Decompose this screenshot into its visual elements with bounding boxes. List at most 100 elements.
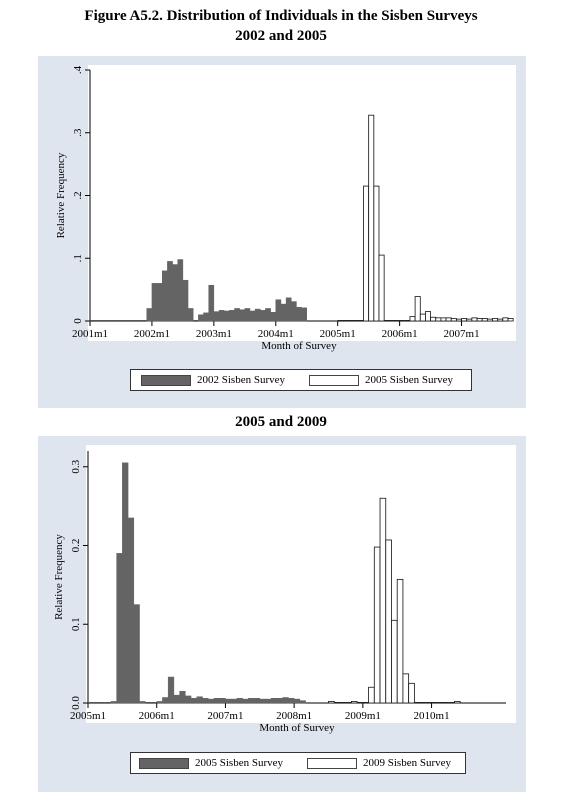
bar-hollow (445, 317, 452, 322)
bar-filled (276, 698, 283, 704)
chart-panel-2: 0.0 0.1 0.2 0.3 2005m1 2006m1 2007m1 2008m1 2009… (38, 436, 526, 792)
x-tick-label: 2005m1 (320, 328, 356, 340)
bar-filled (185, 695, 192, 704)
chart-1: 0 .1 .2 .3 .4 2001m1 2002m1 2003m1 2004m1 2005m1 2… (55, 65, 514, 352)
bar-filled (296, 306, 302, 322)
bar-hollow (425, 311, 431, 322)
x-tick-label: 2005m1 (70, 710, 106, 722)
bar-filled (260, 310, 266, 322)
bar-filled (270, 311, 277, 322)
x-axis-title: Month of Survey (261, 340, 337, 352)
bar-filled (265, 308, 271, 322)
bar-filled (248, 698, 255, 704)
bar-hollow (455, 318, 462, 322)
y-tick-label: 0.2 (70, 539, 82, 553)
bar-hollow (363, 185, 370, 322)
bar-filled (151, 283, 158, 322)
bar-filled (208, 284, 215, 322)
bar-filled (203, 312, 209, 322)
bar-filled (133, 604, 140, 704)
x-tick-label: 2006m1 (382, 328, 418, 340)
bar-filled (172, 264, 178, 322)
bar-hollow (414, 296, 421, 322)
bar-filled (291, 301, 297, 322)
bar-filled (198, 314, 204, 322)
bar-hollow (497, 318, 504, 322)
plot-area-2 (86, 445, 516, 723)
bar-filled (225, 698, 232, 704)
bar-hollow (385, 539, 392, 704)
x-tick-label: 2006m1 (139, 710, 175, 722)
bar-hollow (476, 318, 483, 322)
y-axis-title: Relative Frequency (53, 534, 65, 620)
x-tick-label: 2010m1 (414, 710, 450, 722)
x-tick-label: 2001m1 (72, 328, 108, 340)
bar-filled (196, 696, 203, 704)
x-tick-label: 2007m1 (207, 710, 243, 722)
bar-filled (244, 308, 251, 322)
bar-hollow (408, 682, 415, 704)
legend-swatch-filled (139, 758, 189, 769)
bar-hollow (450, 318, 457, 322)
legend-label-1a: 2002 Sisben Survey (197, 374, 285, 386)
bar-filled (254, 308, 261, 322)
legend-label-1b: 2005 Sisben Survey (365, 374, 453, 386)
second-title: 2005 and 2009 (235, 414, 327, 430)
chart-2: 0.0 0.1 0.2 0.3 2005m1 2006m1 2007m1 2008m1 2009… (53, 451, 506, 734)
bar-hollow (379, 497, 387, 704)
bar-filled (156, 283, 163, 322)
bar-filled (167, 261, 173, 322)
bar-filled (299, 700, 306, 704)
bar-filled (162, 697, 169, 704)
bar-filled (187, 308, 194, 322)
bar-filled (288, 698, 295, 704)
bar-hollow (454, 701, 461, 704)
bar-hollow (368, 686, 375, 704)
bar-filled (156, 701, 163, 704)
bar-filled (190, 698, 198, 704)
y-tick-label: .3 (72, 128, 84, 137)
bar-filled (207, 698, 215, 704)
bar-filled (122, 462, 129, 704)
bar-filled (139, 701, 146, 704)
bar-filled (275, 299, 282, 322)
y-tick-label: .2 (72, 191, 84, 199)
bar-hollow (507, 318, 514, 322)
bar-filled (265, 698, 272, 704)
bar-hollow (440, 317, 447, 322)
figure-title-line1: Figure A5.2. Distribution of Individuals… (84, 8, 478, 24)
bar-filled (146, 308, 153, 322)
bar-filled (280, 303, 287, 322)
bar-hollow (368, 114, 375, 322)
chart-panel-1: 0 .1 .2 .3 .4 2001m1 2002m1 2003m1 2004m1 2005m1 2… (38, 56, 526, 408)
bar-hollow (492, 318, 499, 322)
bar-hollow (486, 318, 493, 322)
bar-hollow (396, 578, 404, 704)
bar-hollow (435, 317, 442, 322)
y-tick-label: .4 (72, 65, 84, 74)
bar-filled (182, 279, 189, 322)
bar-hollow (391, 619, 398, 704)
bar-filled (127, 517, 135, 704)
bar-filled (167, 676, 175, 704)
bar-filled (230, 698, 238, 704)
x-tick-label: 2007m1 (444, 328, 480, 340)
bar-filled (282, 697, 289, 704)
bar-hollow (328, 701, 335, 704)
bar-filled (229, 310, 235, 322)
bar-filled (213, 698, 220, 704)
y-tick-label: 0 (72, 318, 84, 324)
bar-filled (202, 698, 209, 704)
bar-filled (249, 310, 256, 322)
bar-filled (177, 259, 184, 322)
legend-swatch-filled (141, 375, 191, 386)
bar-filled (259, 698, 266, 704)
bar-filled (219, 698, 226, 704)
bar-hollow (430, 316, 437, 322)
bar-hollow (409, 316, 416, 322)
bar-hollow (350, 701, 358, 704)
bar-hollow (466, 318, 473, 322)
bar-hollow (373, 546, 381, 704)
bar-filled (293, 698, 301, 704)
legend-label-2b: 2009 Sisben Survey (363, 757, 451, 769)
